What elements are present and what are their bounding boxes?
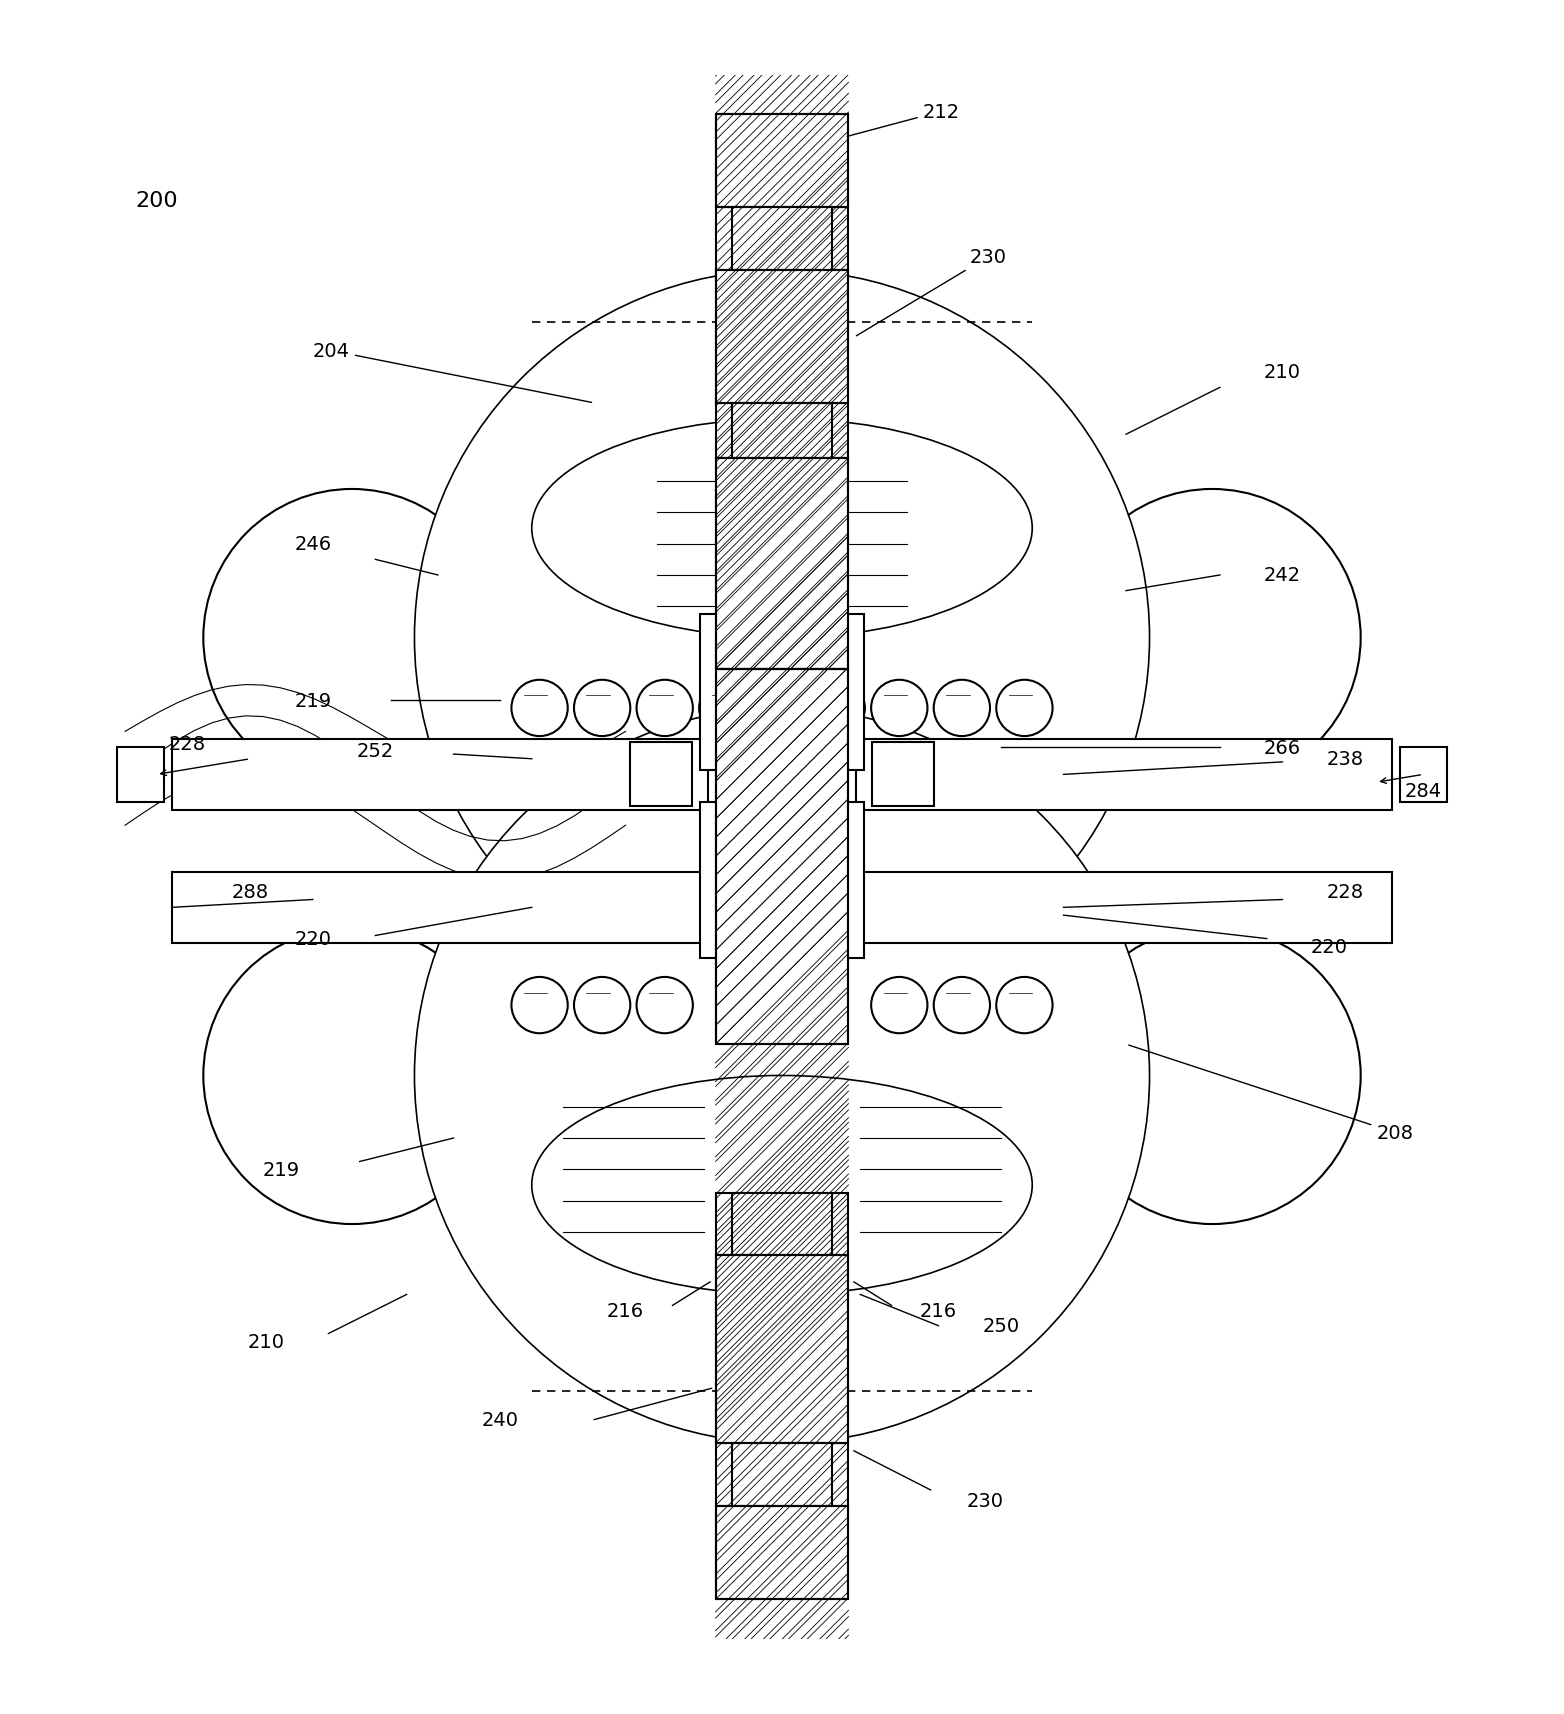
Ellipse shape [532,420,1032,638]
Bar [732,1443,832,1505]
Bar [1400,747,1447,802]
Bar [716,115,848,209]
Bar [716,115,848,209]
Text: 210: 210 [1264,363,1301,382]
Text: 230: 230 [857,249,1007,336]
Text: 284: 284 [1404,782,1442,800]
Circle shape [574,680,630,737]
Text: 212: 212 [848,103,960,137]
Text: 210: 210 [247,1332,285,1351]
Text: 242: 242 [1264,566,1301,584]
Circle shape [871,977,927,1034]
Text: 220: 220 [1311,938,1348,956]
Text: 220: 220 [294,929,332,948]
Text: 228: 228 [169,734,206,752]
Circle shape [574,977,630,1034]
Bar [716,670,848,1044]
Bar [716,458,848,670]
Circle shape [414,271,1150,1006]
Bar [172,740,707,811]
Bar [699,615,863,771]
Text: 246: 246 [294,535,332,554]
Circle shape [203,927,500,1224]
Bar [716,670,848,1044]
Bar [716,271,848,405]
Bar [732,405,832,458]
Bar [716,458,848,670]
Text: 216: 216 [607,1301,644,1320]
Text: 208: 208 [1129,1046,1414,1142]
Bar [716,1505,848,1599]
Text: 288: 288 [231,883,269,902]
Bar [857,740,1392,811]
Bar [716,1443,848,1505]
Bar [716,1193,848,1256]
Circle shape [637,680,693,737]
Text: 219: 219 [294,691,332,710]
Text: 238: 238 [1326,749,1364,770]
Circle shape [699,680,755,737]
Bar [716,209,848,271]
Bar [857,872,1392,943]
Circle shape [871,680,927,737]
Circle shape [203,490,500,787]
Circle shape [934,680,990,737]
Text: 200: 200 [135,190,178,211]
Text: 204: 204 [313,341,591,403]
Bar [716,1256,848,1443]
Circle shape [637,977,693,1034]
Text: 250: 250 [982,1316,1020,1335]
Text: 266: 266 [1264,739,1301,758]
Text: 228: 228 [1326,883,1364,902]
Bar [873,742,935,807]
Bar [172,872,707,943]
Bar [732,209,832,271]
Bar [716,1505,848,1599]
Bar [716,271,848,405]
Text: 230: 230 [967,1491,1004,1510]
Bar [629,742,691,807]
Circle shape [511,977,568,1034]
Text: 252: 252 [357,742,394,761]
Bar [716,1256,848,1443]
Bar [117,747,164,802]
Circle shape [511,680,568,737]
Text: 216: 216 [920,1301,957,1320]
Ellipse shape [532,1076,1032,1294]
Circle shape [1064,490,1361,787]
Circle shape [996,977,1053,1034]
Circle shape [996,680,1053,737]
Circle shape [934,977,990,1034]
Text: 219: 219 [263,1160,300,1179]
Circle shape [809,680,865,737]
Bar [732,1193,832,1256]
Bar [716,405,848,458]
Bar [699,802,863,958]
Circle shape [414,708,1150,1443]
Circle shape [1064,927,1361,1224]
Text: 240: 240 [482,1411,519,1429]
